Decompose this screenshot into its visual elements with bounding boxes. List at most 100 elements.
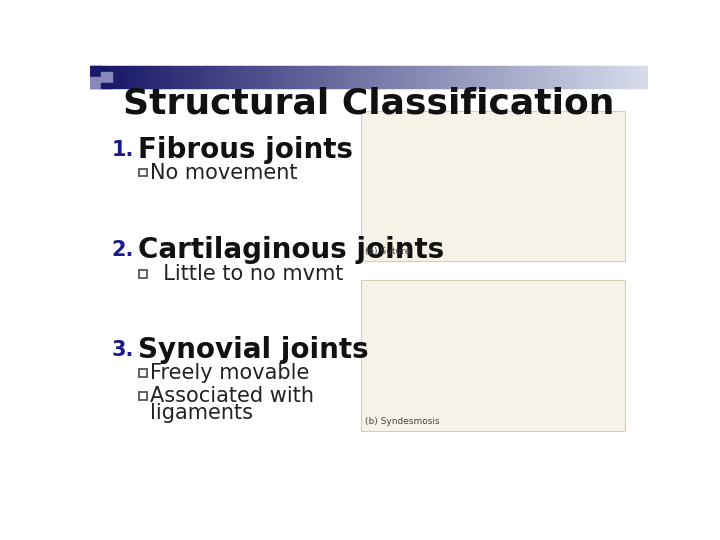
Bar (285, 66, 291, 88)
Bar (634, 66, 639, 88)
Bar (578, 66, 584, 88)
Bar (104, 66, 109, 88)
Bar (625, 66, 630, 88)
Bar (90, 66, 101, 77)
Bar (495, 66, 500, 88)
Bar (532, 66, 537, 88)
Text: 2.: 2. (112, 240, 134, 260)
Bar (569, 66, 575, 88)
Bar (239, 66, 244, 88)
Bar (122, 66, 128, 88)
Bar (472, 66, 477, 88)
Bar (243, 66, 249, 88)
Text: Synovial joints: Synovial joints (138, 336, 369, 364)
Text: 1.: 1. (112, 139, 134, 159)
Bar (453, 66, 458, 88)
Bar (499, 66, 505, 88)
Bar (361, 111, 625, 261)
Text: Structural Classification: Structural Classification (123, 86, 615, 120)
Bar (225, 66, 230, 88)
Bar (323, 66, 328, 88)
Bar (644, 66, 649, 88)
Bar (457, 66, 463, 88)
Bar (629, 66, 635, 88)
Bar (145, 66, 151, 88)
Bar (132, 66, 138, 88)
Bar (234, 66, 240, 88)
Bar (541, 66, 546, 88)
Bar (101, 83, 112, 88)
Bar (508, 66, 514, 88)
Bar (523, 66, 528, 88)
Bar (564, 66, 570, 88)
Bar (606, 66, 611, 88)
Bar (313, 66, 319, 88)
Text: (a) Suture: (a) Suture (365, 247, 410, 256)
Bar (616, 66, 621, 88)
Bar (392, 66, 397, 88)
Bar (444, 66, 449, 88)
Bar (485, 66, 490, 88)
Bar (101, 72, 112, 83)
Bar (555, 66, 560, 88)
Bar (462, 66, 467, 88)
Bar (467, 66, 472, 88)
Bar (411, 66, 416, 88)
Bar (211, 66, 216, 88)
Bar (139, 392, 147, 400)
Bar (402, 66, 407, 88)
Bar (611, 66, 616, 88)
Bar (155, 66, 161, 88)
Bar (364, 66, 370, 88)
Bar (276, 66, 282, 88)
Bar (420, 66, 426, 88)
Bar (397, 66, 402, 88)
Bar (294, 66, 300, 88)
Bar (383, 66, 388, 88)
Bar (90, 66, 96, 88)
Bar (374, 66, 379, 88)
Text: Freely movable: Freely movable (150, 363, 310, 383)
Text: Cartilaginous joints: Cartilaginous joints (138, 235, 444, 264)
Bar (559, 66, 565, 88)
Bar (406, 66, 412, 88)
Bar (150, 66, 156, 88)
Bar (127, 66, 132, 88)
Bar (202, 66, 207, 88)
Bar (639, 66, 644, 88)
Bar (438, 66, 444, 88)
Bar (378, 66, 384, 88)
Bar (304, 66, 310, 88)
Bar (341, 66, 346, 88)
Bar (179, 66, 184, 88)
Bar (309, 66, 314, 88)
Bar (527, 66, 533, 88)
Bar (481, 66, 486, 88)
Bar (351, 66, 356, 88)
Bar (574, 66, 579, 88)
Text: ligaments: ligaments (150, 403, 253, 423)
Bar (387, 66, 393, 88)
Bar (94, 66, 100, 88)
Bar (139, 369, 147, 377)
Bar (300, 66, 305, 88)
Bar (504, 66, 509, 88)
Bar (90, 77, 101, 88)
Bar (434, 66, 439, 88)
Bar (188, 66, 193, 88)
Bar (360, 66, 365, 88)
Bar (281, 66, 286, 88)
Text: Fibrous joints: Fibrous joints (138, 136, 353, 164)
Text: Little to no mvmt: Little to no mvmt (150, 264, 344, 284)
Bar (220, 66, 225, 88)
Bar (597, 66, 602, 88)
Bar (271, 66, 276, 88)
Bar (318, 66, 323, 88)
Bar (620, 66, 626, 88)
Bar (361, 280, 625, 430)
Bar (429, 66, 435, 88)
Bar (583, 66, 588, 88)
Bar (164, 66, 170, 88)
Text: (b) Syndesmosis: (b) Syndesmosis (365, 417, 440, 426)
Bar (346, 66, 351, 88)
